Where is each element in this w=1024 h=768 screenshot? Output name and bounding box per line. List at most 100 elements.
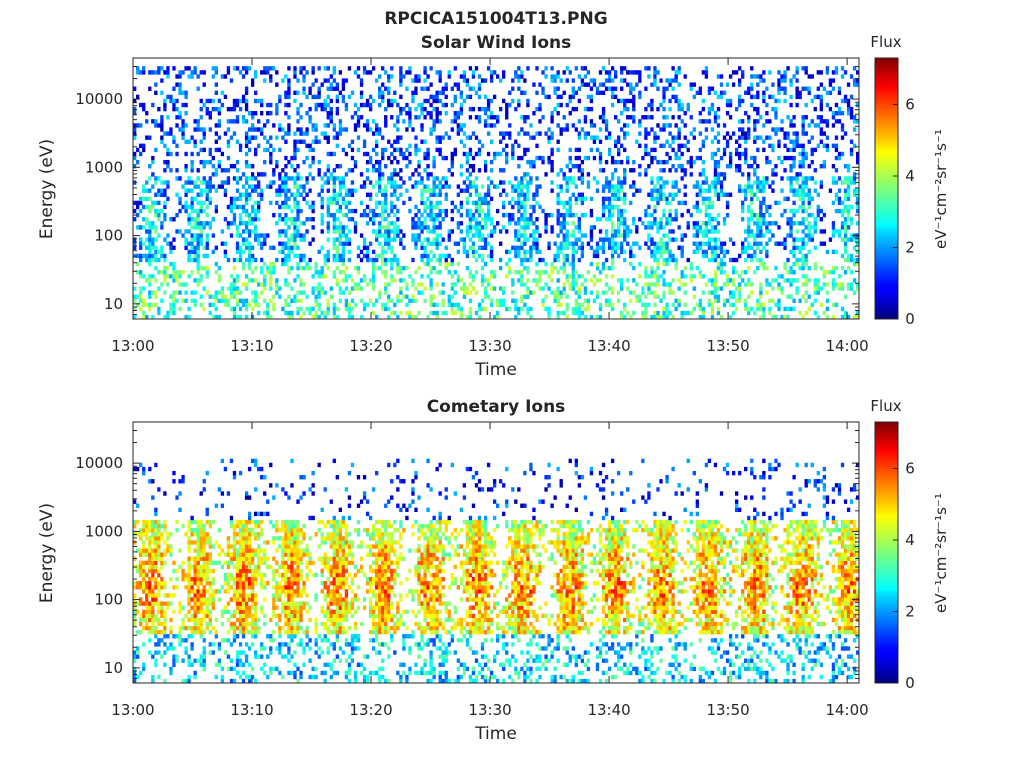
heatmap-cell bbox=[710, 257, 715, 263]
heatmap-cell bbox=[390, 184, 394, 189]
heatmap-cell bbox=[580, 78, 585, 83]
heatmap-cell bbox=[326, 188, 330, 193]
heatmap-cell bbox=[837, 119, 842, 124]
heatmap-cell bbox=[759, 221, 763, 226]
heatmap-cell bbox=[356, 147, 361, 153]
heatmap-cell bbox=[489, 180, 494, 185]
heatmap-cell bbox=[402, 245, 406, 250]
heatmap-cell bbox=[145, 221, 149, 226]
heatmap-cell bbox=[284, 233, 288, 238]
heatmap-cell bbox=[202, 135, 206, 140]
heatmap-cell bbox=[511, 143, 515, 149]
heatmap-cell bbox=[387, 139, 391, 144]
heatmap-cell bbox=[323, 123, 327, 128]
heatmap-cell bbox=[477, 106, 482, 112]
heatmap-cell bbox=[477, 302, 482, 308]
heatmap-cell bbox=[299, 306, 303, 312]
heatmap-cell bbox=[526, 294, 530, 299]
heatmap-cell bbox=[756, 265, 760, 271]
heatmap-cell bbox=[792, 298, 796, 303]
heatmap-cell bbox=[250, 257, 255, 263]
heatmap-cell bbox=[332, 225, 336, 230]
heatmap-cell bbox=[308, 188, 312, 193]
heatmap-cell bbox=[429, 111, 433, 116]
heatmap-cell bbox=[710, 184, 715, 189]
heatmap-cell bbox=[556, 314, 560, 320]
heatmap-cell bbox=[562, 310, 566, 316]
heatmap-cell bbox=[626, 233, 630, 238]
heatmap-cell bbox=[774, 127, 778, 132]
heatmap-cell bbox=[181, 204, 185, 210]
heatmap-cell bbox=[777, 200, 781, 206]
heatmap-cell bbox=[523, 212, 527, 218]
heatmap-cell bbox=[650, 253, 654, 259]
heatmap-cell bbox=[166, 196, 170, 202]
heatmap-cell bbox=[381, 233, 385, 238]
heatmap-cell bbox=[405, 188, 409, 193]
heatmap-cell bbox=[263, 298, 267, 303]
heatmap-cell bbox=[205, 188, 209, 193]
heatmap-cell bbox=[217, 278, 222, 283]
heatmap-cell bbox=[541, 298, 545, 303]
heatmap-cell bbox=[447, 237, 451, 242]
heatmap-cell bbox=[798, 188, 802, 193]
heatmap-cell bbox=[450, 261, 454, 267]
heatmap-cell bbox=[320, 290, 324, 295]
heatmap-cell bbox=[365, 282, 370, 287]
heatmap-cell bbox=[199, 147, 203, 153]
heatmap-cell bbox=[595, 245, 600, 250]
heatmap-cell bbox=[426, 111, 430, 116]
heatmap-cell bbox=[508, 265, 512, 271]
heatmap-cell bbox=[741, 208, 745, 214]
heatmap-cell bbox=[199, 274, 203, 279]
heatmap-cell bbox=[196, 245, 200, 250]
heatmap-cell bbox=[753, 192, 757, 197]
heatmap-cell bbox=[432, 302, 436, 308]
heatmap-cell bbox=[302, 196, 306, 202]
heatmap-cell bbox=[574, 298, 578, 303]
heatmap-cell bbox=[738, 294, 742, 299]
heatmap-cell bbox=[232, 217, 237, 222]
heatmap-cell bbox=[804, 278, 808, 283]
heatmap-cell bbox=[489, 159, 494, 165]
heatmap-cell bbox=[244, 306, 249, 312]
heatmap-cell bbox=[535, 237, 539, 242]
heatmap-cell bbox=[801, 265, 805, 271]
heatmap-cell bbox=[420, 127, 424, 132]
heatmap-cell bbox=[777, 298, 781, 303]
heatmap-cell bbox=[574, 302, 578, 308]
heatmap-cell bbox=[266, 184, 270, 189]
heatmap-cell bbox=[148, 261, 152, 267]
heatmap-cell bbox=[217, 135, 222, 140]
heatmap-cell bbox=[483, 221, 488, 226]
heatmap-cell bbox=[139, 294, 143, 299]
heatmap-cell bbox=[371, 274, 376, 279]
heatmap-cell bbox=[674, 94, 678, 100]
heatmap-cell bbox=[154, 294, 158, 299]
heatmap-cell bbox=[695, 265, 699, 271]
heatmap-cell bbox=[698, 147, 702, 153]
heatmap-cell bbox=[417, 102, 421, 108]
heatmap-cell bbox=[656, 86, 660, 91]
heatmap-cell bbox=[326, 168, 330, 173]
heatmap-cell bbox=[613, 94, 618, 100]
heatmap-cell bbox=[595, 241, 600, 246]
heatmap-cell bbox=[520, 270, 524, 275]
heatmap-cell bbox=[804, 282, 808, 287]
heatmap-cell bbox=[468, 94, 473, 100]
heatmap-cell bbox=[689, 212, 693, 218]
heatmap-cell bbox=[595, 147, 600, 153]
heatmap-cell bbox=[208, 115, 212, 120]
heatmap-cell bbox=[302, 282, 306, 287]
heatmap-cell bbox=[223, 192, 228, 197]
heatmap-cell bbox=[496, 151, 500, 157]
heatmap-cell bbox=[713, 172, 718, 177]
heatmap-cell bbox=[741, 127, 745, 132]
heatmap-cell bbox=[250, 278, 255, 283]
heatmap-cell bbox=[423, 249, 427, 255]
heatmap-cell bbox=[326, 208, 330, 214]
heatmap-cell bbox=[571, 94, 575, 100]
heatmap-cell bbox=[384, 192, 388, 197]
heatmap-cell bbox=[771, 82, 775, 87]
heatmap-cell bbox=[184, 188, 188, 193]
